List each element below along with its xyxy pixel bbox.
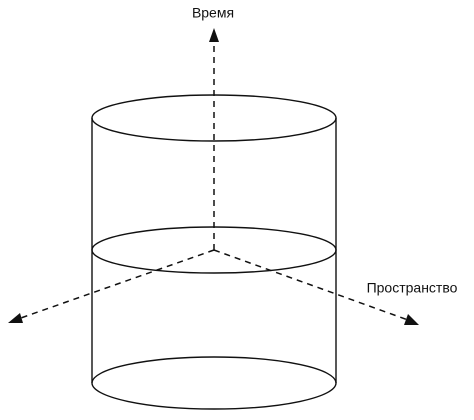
space-axis-left [17,249,215,320]
arrow-head [209,28,219,42]
time-label: Время [192,5,234,21]
arrow-head [8,313,23,323]
arrow-head [404,314,419,325]
cylinder-bottom [91,356,337,410]
space-label: Пространство [367,280,458,296]
space-axis-right [213,249,409,321]
